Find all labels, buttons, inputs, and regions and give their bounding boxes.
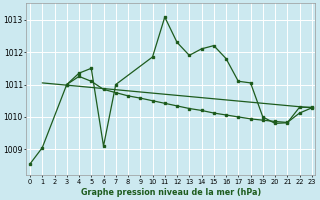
X-axis label: Graphe pression niveau de la mer (hPa): Graphe pression niveau de la mer (hPa) xyxy=(81,188,261,197)
